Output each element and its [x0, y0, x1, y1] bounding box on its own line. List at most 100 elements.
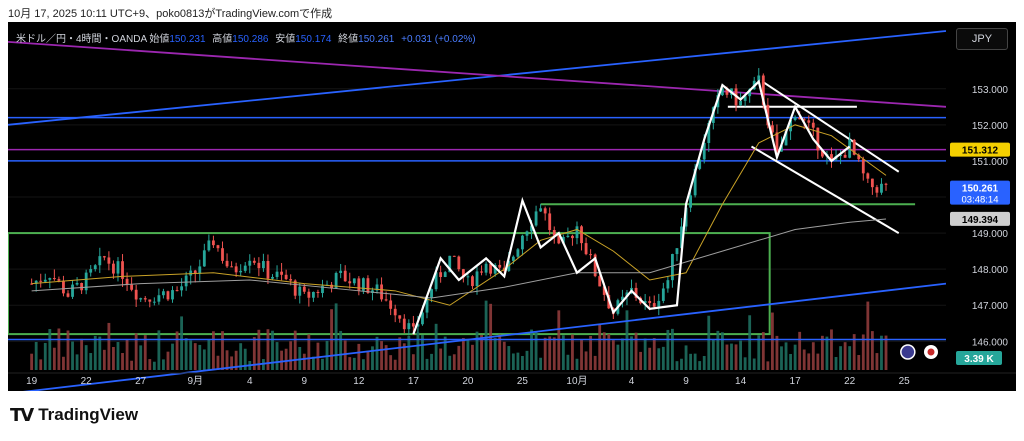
x-tick-label: 14 — [735, 376, 747, 387]
candle-body — [143, 298, 147, 300]
volume-bar — [634, 332, 638, 370]
candle-body — [43, 279, 47, 282]
x-tick-label: 9 — [302, 376, 308, 387]
candle-body — [89, 269, 93, 273]
volume-bar — [857, 355, 861, 370]
volume-bar — [434, 323, 438, 370]
volume-bar — [430, 353, 433, 370]
volume-bar — [839, 346, 842, 370]
volume-bar — [157, 330, 161, 370]
volume-bar — [148, 359, 152, 370]
candle-body — [39, 280, 43, 282]
volume-bar — [116, 342, 120, 370]
level-price-tag: 151.312 — [962, 146, 999, 157]
candle-body — [557, 235, 561, 244]
volume-bar — [848, 346, 852, 370]
volume-bar — [425, 358, 429, 370]
candle-body — [870, 178, 874, 188]
volume-bar — [252, 337, 256, 370]
candle-body — [316, 291, 320, 294]
volume-bar — [516, 352, 520, 370]
volume-bar — [221, 331, 224, 370]
candle-body — [439, 272, 443, 277]
volume-bar — [602, 332, 606, 370]
candle-body — [402, 318, 406, 330]
volume-bar — [770, 312, 774, 370]
y-tick-label: 148.000 — [972, 265, 1009, 276]
drawing-trend-line — [761, 80, 900, 173]
chart-panel[interactable]: 146.000147.000148.000149.000150.000151.0… — [8, 22, 1016, 391]
candle-body — [757, 75, 761, 81]
volume-bar — [321, 358, 324, 370]
blue-trend-line — [8, 30, 947, 126]
volume-bar — [334, 303, 338, 370]
last-price-tag-countdown: 03:48:14 — [962, 195, 999, 206]
candle-body — [443, 272, 447, 277]
volume-bar — [48, 329, 52, 370]
candle-body — [407, 323, 411, 330]
candle-body — [175, 290, 179, 292]
volume-bar — [834, 357, 838, 370]
us-event-icon[interactable] — [900, 344, 916, 360]
volume-bar — [448, 355, 452, 370]
candle-body — [534, 211, 538, 226]
volume-bar — [162, 359, 165, 370]
high-value: 150.286 — [232, 34, 269, 45]
x-tick-label: 12 — [353, 376, 365, 387]
price-chart[interactable]: 146.000147.000148.000149.000150.000151.0… — [8, 22, 1016, 391]
close-value: 150.261 — [358, 34, 395, 45]
volume-bar — [107, 322, 111, 370]
candle-body — [830, 154, 833, 160]
volume-bar — [521, 355, 524, 370]
volume-bar — [693, 353, 697, 370]
volume-bar — [243, 348, 247, 370]
x-tick-label: 4 — [247, 376, 253, 387]
volume-bar — [543, 337, 547, 370]
symbol-label[interactable]: 米ドル／円・4時間・OANDA — [16, 34, 147, 45]
volume-bar — [775, 335, 779, 370]
candle-body — [811, 122, 815, 128]
candle-body — [784, 131, 788, 146]
currency-button[interactable]: JPY — [956, 28, 1008, 50]
candle-body — [275, 271, 279, 277]
candle-body — [57, 279, 61, 281]
volume-bar — [134, 333, 138, 370]
volume-bar — [112, 347, 115, 370]
candle-body — [389, 300, 393, 309]
candle-body — [166, 291, 170, 300]
volume-bar — [280, 350, 283, 370]
candle-body — [866, 173, 870, 179]
candle-body — [575, 226, 579, 239]
volume-bar — [611, 340, 615, 370]
volume-bar — [498, 334, 502, 370]
volume-bar — [184, 338, 188, 370]
chart-caption: 10月 17, 2025 10:11 UTC+9、poko0813がTradin… — [8, 8, 333, 20]
volume-bar — [480, 334, 483, 370]
candle-body — [239, 270, 243, 273]
y-tick-label: 151.000 — [972, 157, 1009, 168]
candle-body — [671, 254, 674, 281]
candle-body — [257, 262, 261, 269]
moving-average-slow-line — [31, 218, 887, 299]
candle-body — [243, 265, 247, 271]
candle-body — [648, 300, 652, 304]
volume-bar — [216, 355, 220, 370]
candle-body — [652, 303, 656, 307]
candle-body — [330, 284, 333, 289]
candle-body — [189, 270, 193, 276]
volume-bar — [811, 342, 815, 370]
candle-body — [680, 226, 683, 249]
candle-body — [30, 283, 34, 285]
candle-body — [184, 275, 188, 287]
candle-body — [125, 278, 129, 285]
volume-bar — [143, 335, 147, 370]
candle-body — [666, 280, 670, 289]
volume-bar — [598, 324, 602, 370]
candle-body — [271, 276, 274, 279]
tradingview-logo[interactable]: TV TradingView — [10, 404, 138, 426]
volume-bar — [880, 335, 883, 370]
candle-body — [643, 300, 647, 304]
candle-body — [234, 266, 238, 273]
candle-body — [539, 208, 543, 212]
candle-body — [307, 291, 311, 298]
